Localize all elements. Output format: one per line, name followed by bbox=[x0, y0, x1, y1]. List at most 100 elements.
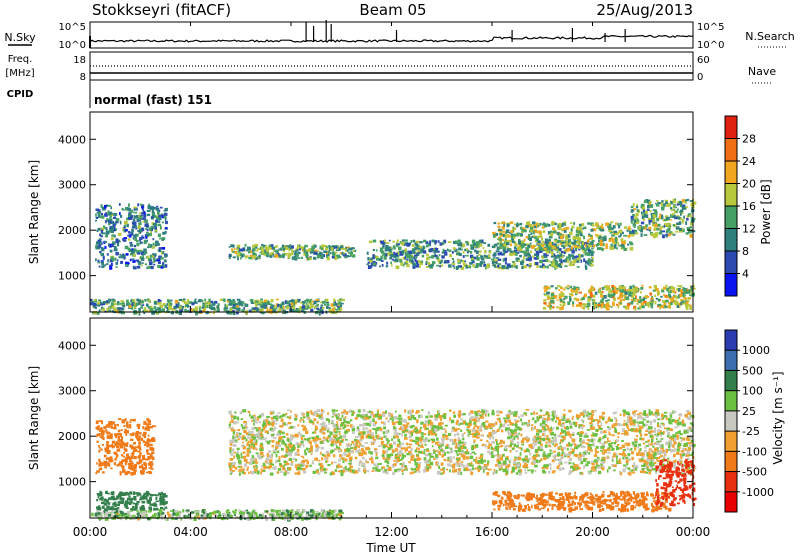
power-cell bbox=[631, 294, 635, 298]
velocity-cell bbox=[196, 511, 200, 514]
velocity-cell bbox=[149, 493, 152, 497]
power-cell bbox=[528, 263, 532, 266]
power-cell bbox=[521, 250, 526, 254]
power-cell bbox=[627, 243, 630, 246]
power-cell bbox=[570, 260, 573, 263]
power-cell bbox=[139, 240, 142, 245]
power-cell bbox=[687, 213, 692, 216]
power-cell bbox=[198, 305, 201, 309]
power-cell bbox=[538, 222, 542, 226]
power-cell bbox=[152, 223, 157, 226]
velocity-cell bbox=[160, 511, 164, 515]
velocity-cell bbox=[588, 412, 592, 416]
power-cell bbox=[539, 259, 543, 264]
velocity-cell bbox=[687, 411, 691, 415]
power-cell bbox=[659, 229, 662, 233]
power-cell bbox=[314, 249, 318, 252]
power-cell bbox=[573, 285, 576, 290]
velocity-cell bbox=[101, 505, 105, 509]
velocity-cell bbox=[160, 506, 164, 510]
velocity-cell bbox=[125, 424, 129, 427]
power-cell bbox=[154, 229, 158, 232]
power-cell bbox=[682, 219, 685, 223]
power-cell bbox=[528, 258, 532, 262]
power-cell bbox=[384, 248, 388, 252]
power-cell bbox=[542, 307, 547, 310]
power-cell bbox=[100, 204, 103, 208]
power-cell bbox=[588, 238, 591, 240]
velocity-cell bbox=[574, 468, 578, 471]
velocity-cell bbox=[204, 511, 207, 515]
velocity-cell bbox=[252, 517, 255, 520]
power-cell bbox=[234, 251, 238, 254]
velocity-cell bbox=[133, 471, 136, 475]
velocity-cell bbox=[125, 516, 128, 519]
power-cell bbox=[147, 225, 150, 227]
power-cell bbox=[498, 247, 501, 250]
velocity-cell bbox=[311, 514, 314, 516]
power-cell bbox=[611, 234, 615, 237]
power-cell bbox=[504, 234, 507, 239]
power-cell bbox=[553, 247, 557, 251]
power-cell bbox=[548, 301, 552, 305]
power-cell bbox=[465, 241, 469, 244]
power-cell bbox=[632, 214, 635, 217]
power-cell bbox=[401, 241, 405, 246]
velocity-cell bbox=[141, 497, 145, 499]
velocity-cell bbox=[304, 459, 308, 462]
velocity-cell bbox=[423, 438, 427, 443]
power-cell bbox=[341, 251, 344, 256]
velocity-cell bbox=[442, 433, 446, 437]
power-cell bbox=[597, 305, 600, 309]
power-cell bbox=[236, 311, 239, 315]
velocity-cell bbox=[119, 510, 123, 514]
power-cell bbox=[142, 220, 146, 223]
velocity-cell bbox=[460, 413, 464, 416]
power-cell bbox=[161, 308, 165, 312]
power-cell bbox=[296, 308, 300, 312]
power-cell bbox=[100, 235, 103, 238]
power-cell bbox=[392, 245, 395, 249]
power-cell bbox=[576, 228, 579, 231]
power-cell bbox=[162, 231, 166, 235]
velocity-cell bbox=[631, 456, 634, 461]
power-cell bbox=[614, 240, 618, 244]
power-cell bbox=[149, 244, 153, 248]
cpid-label: CPID bbox=[7, 89, 34, 100]
velocity-cell bbox=[106, 432, 109, 435]
power-cell bbox=[570, 261, 572, 264]
power-cell bbox=[502, 221, 506, 224]
velocity-cell bbox=[142, 425, 145, 430]
velocity-cell bbox=[238, 472, 241, 476]
power-cell bbox=[133, 234, 137, 237]
power-cell bbox=[571, 246, 573, 250]
power-cell bbox=[457, 259, 461, 263]
power-cell bbox=[170, 299, 173, 302]
power-cell bbox=[621, 294, 626, 297]
power-cell bbox=[141, 300, 144, 304]
velocity-cell bbox=[485, 420, 489, 423]
power-cell bbox=[342, 252, 345, 255]
power-cell bbox=[244, 303, 247, 307]
power-cell bbox=[316, 253, 320, 256]
power-cell bbox=[250, 301, 254, 304]
power-cell bbox=[620, 229, 623, 233]
velocity-cell bbox=[143, 507, 146, 511]
power-cell bbox=[593, 299, 596, 302]
power-cell bbox=[621, 241, 625, 244]
power-cell bbox=[224, 303, 227, 307]
power-cell bbox=[558, 226, 562, 230]
velocity-cell bbox=[423, 433, 427, 435]
power-cell bbox=[578, 291, 582, 294]
velocity-cell bbox=[401, 457, 404, 460]
power-cell bbox=[201, 299, 204, 303]
power-cell bbox=[325, 247, 329, 251]
power-cell bbox=[139, 299, 141, 303]
velocity-cell bbox=[378, 445, 382, 448]
power-cell bbox=[181, 299, 186, 303]
power-cell bbox=[122, 301, 125, 304]
power-cell bbox=[298, 299, 301, 301]
power-cell bbox=[261, 243, 263, 246]
velocity-cell bbox=[555, 416, 560, 420]
power-cell bbox=[114, 248, 118, 252]
